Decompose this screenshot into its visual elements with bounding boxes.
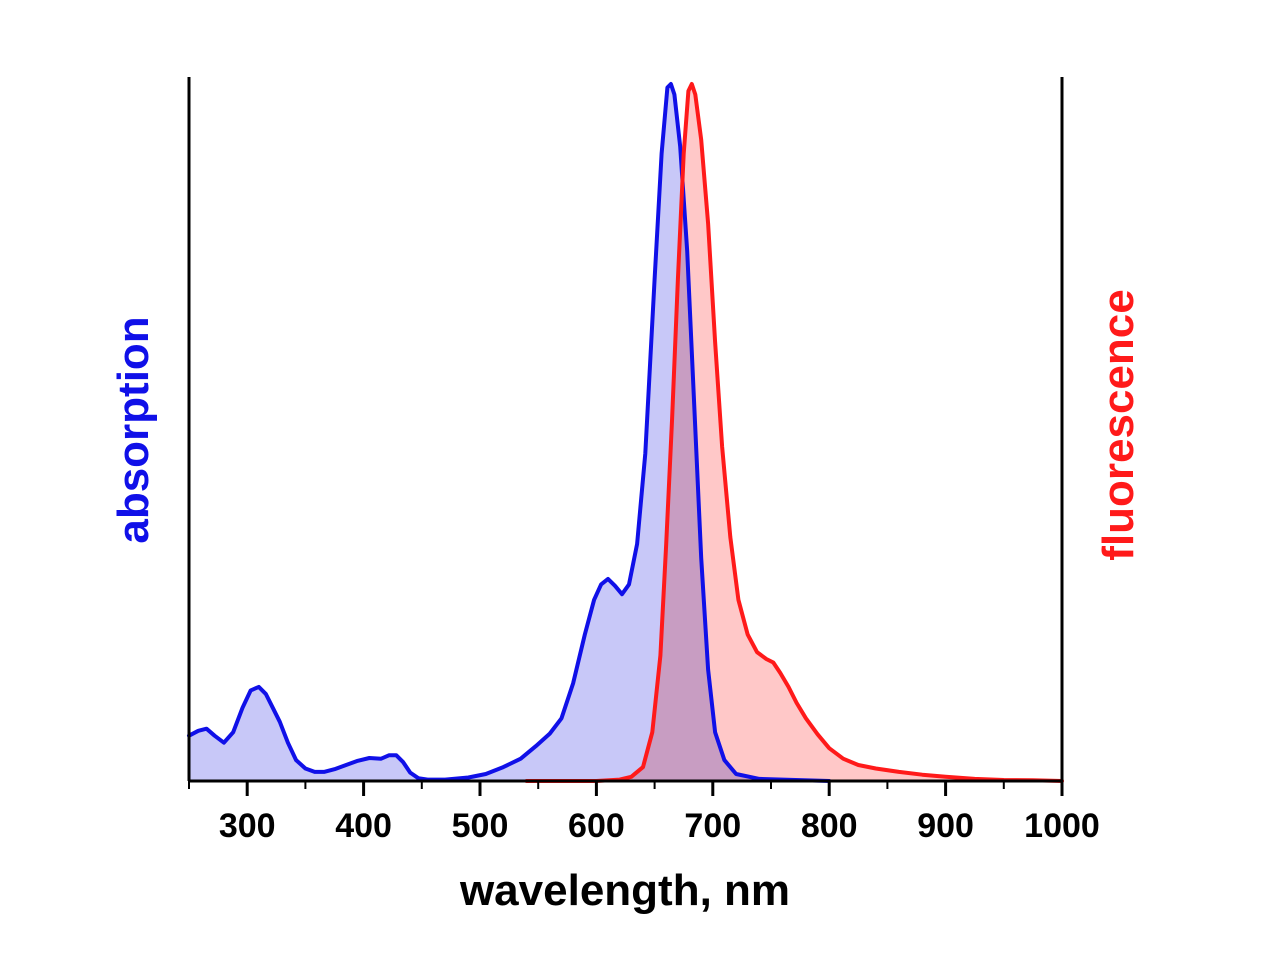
fluorescence-line bbox=[524, 82, 1064, 783]
x-tick-label: 500 bbox=[452, 807, 509, 845]
x-tick-label: 600 bbox=[568, 807, 625, 845]
y-axis-title-left: absorption bbox=[109, 316, 158, 543]
x-tick-label: 700 bbox=[684, 807, 741, 845]
ticks-layer: 300 400 500 600 700 800 900 1000 bbox=[188, 781, 1100, 845]
axes-layer bbox=[187, 77, 1064, 783]
series-layer bbox=[187, 82, 1064, 783]
x-axis-title: wavelength, nm bbox=[459, 866, 790, 915]
x-tick-label: 1000 bbox=[1024, 807, 1100, 845]
x-tick-label: 800 bbox=[801, 807, 858, 845]
x-tick-label: 300 bbox=[219, 807, 276, 845]
y-axis-title-right: fluorescence bbox=[1094, 289, 1143, 560]
x-tick-label: 900 bbox=[917, 807, 974, 845]
absorption-line bbox=[187, 82, 832, 783]
x-tick-label: 400 bbox=[335, 807, 392, 845]
